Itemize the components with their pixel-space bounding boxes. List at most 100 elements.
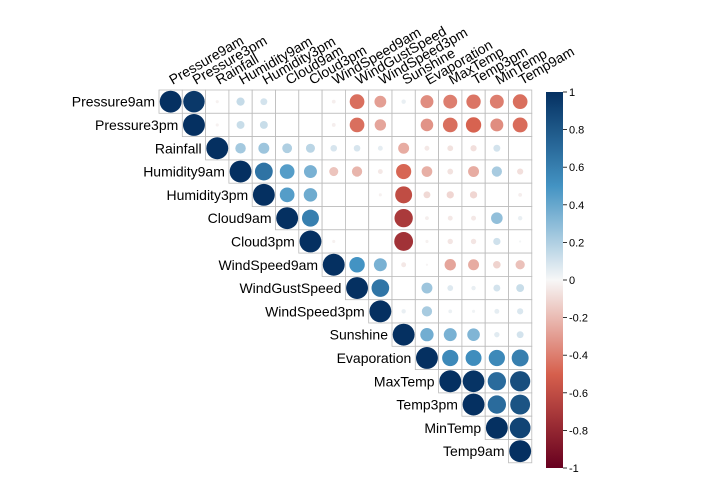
colorbar-tick-label: -1 xyxy=(569,463,579,475)
corr-circle-humidity3pm-humidity3pm xyxy=(252,183,275,206)
corr-circle-maxtemp-mintemp xyxy=(487,372,507,391)
colorbar-tick-label: 0.2 xyxy=(569,237,584,249)
corr-circle-humidity9am-maxtemp xyxy=(447,168,454,175)
corr-circle-temp3pm-mintemp xyxy=(487,395,507,414)
colorbar-tick-label: -0.6 xyxy=(569,388,588,400)
corr-circle-rainfall-mintemp xyxy=(493,144,501,152)
corr-circle-pressure3pm-windspeed3pm xyxy=(374,119,387,131)
row-label-maxtemp: MaxTemp xyxy=(374,373,435,389)
corr-circle-pressure3pm-temp3pm xyxy=(465,117,482,133)
corr-circle-windspeed9am-windspeed9am xyxy=(322,253,345,276)
corr-circle-maxtemp-temp9am xyxy=(510,371,531,392)
colorbar-tick-label: -0.2 xyxy=(569,313,588,325)
corr-circle-pressure9am-temp3pm xyxy=(466,94,481,109)
corr-circle-cloud9am-sunshine xyxy=(394,208,413,228)
corr-circle-humidity3pm-windspeed3pm xyxy=(378,193,382,197)
corr-circle-cloud3pm-evaporation xyxy=(425,239,429,243)
corr-circle-pressure9am-pressure3pm xyxy=(183,90,205,113)
corr-circle-humidity9am-windspeed3pm xyxy=(377,169,383,174)
corr-circle-pressure9am-mintemp xyxy=(489,94,504,109)
corr-circle-cloud3pm-maxtemp xyxy=(447,238,453,245)
corr-circle-rainfall-windspeed3pm xyxy=(377,145,383,151)
corr-circle-pressure9am-windgustspeed xyxy=(349,94,365,109)
corr-circle-humidity3pm-cloud3pm xyxy=(303,188,318,202)
row-label-windspeed9am: WindSpeed9am xyxy=(218,257,318,273)
grid-cell-pressure9am-cloud3pm xyxy=(298,89,323,114)
corr-circle-cloud9am-temp9am xyxy=(517,215,523,221)
corr-circle-maxtemp-temp3pm xyxy=(462,370,485,393)
grid-cell-cloud3pm-windspeed3pm xyxy=(368,229,393,254)
grid-cell-cloud3pm-windgustspeed xyxy=(344,229,370,254)
grid-cell-windgustspeed-sunshine xyxy=(391,275,416,301)
corr-circle-sunshine-maxtemp xyxy=(443,328,457,342)
corr-circle-rainfall-humidity3pm xyxy=(258,142,270,154)
grid-cell-cloud9am-windgustspeed xyxy=(344,206,370,231)
corr-circle-sunshine-temp3pm xyxy=(467,328,480,341)
corr-circle-humidity9am-cloud3pm xyxy=(303,165,317,179)
corr-circle-pressure3pm-rainfall xyxy=(215,123,219,127)
corr-circle-pressure9am-humidity9am xyxy=(236,97,245,106)
corr-circle-pressure9am-temp9am xyxy=(512,94,528,109)
colorbar-tick-label: 0.4 xyxy=(569,200,584,212)
corr-circle-sunshine-sunshine xyxy=(392,323,415,346)
corr-circle-cloud3pm-cloud3pm xyxy=(299,230,322,253)
corr-circle-evaporation-maxtemp xyxy=(442,349,459,367)
corr-circle-maxtemp-maxtemp xyxy=(439,370,462,393)
corr-circle-windspeed9am-temp9am xyxy=(515,260,525,270)
corr-circle-cloud9am-maxtemp xyxy=(447,215,453,221)
corr-circle-pressure3pm-humidity3pm xyxy=(259,121,268,129)
corr-circle-pressure3pm-evaporation xyxy=(420,118,434,132)
corr-circle-windspeed9am-windspeed3pm xyxy=(373,258,387,272)
corr-circle-pressure9am-sunshine xyxy=(401,99,406,104)
corr-circle-windgustspeed-maxtemp xyxy=(447,285,454,291)
corr-circle-humidity3pm-sunshine xyxy=(395,186,413,204)
corr-circle-cloud3pm-sunshine xyxy=(394,232,414,251)
corr-circle-cloud3pm-mintemp xyxy=(493,237,501,246)
row-label-cloud3pm: Cloud3pm xyxy=(231,233,295,249)
corr-circle-windspeed3pm-temp3pm xyxy=(472,309,476,313)
corr-circle-evaporation-temp9am xyxy=(511,349,529,367)
corr-circle-pressure9am-humidity3pm xyxy=(260,98,268,106)
grid-cell-humidity3pm-windgustspeed xyxy=(344,182,370,207)
corr-circle-cloud9am-temp3pm xyxy=(471,215,476,221)
corr-circle-humidity9am-sunshine xyxy=(396,163,412,180)
corr-circle-rainfall-temp3pm xyxy=(470,145,477,152)
corr-circle-evaporation-mintemp xyxy=(488,349,505,367)
corr-circle-windgustspeed-evaporation xyxy=(421,282,433,294)
corr-circle-humidity9am-mintemp xyxy=(491,166,502,177)
corr-circle-humidity3pm-maxtemp xyxy=(446,191,454,199)
corr-circle-rainfall-humidity9am xyxy=(235,143,246,154)
corr-circle-windspeed3pm-maxtemp xyxy=(448,309,453,314)
corr-circle-pressure3pm-mintemp xyxy=(490,118,504,132)
corr-circle-rainfall-evaporation xyxy=(424,145,430,151)
corr-circle-windspeed3pm-windspeed3pm xyxy=(369,300,392,323)
corr-circle-humidity9am-humidity9am xyxy=(229,160,252,183)
corr-circle-windspeed3pm-temp9am xyxy=(517,308,524,315)
corr-circle-sunshine-mintemp xyxy=(494,331,500,338)
corr-circle-humidity9am-windgustspeed xyxy=(351,166,363,177)
corr-circle-cloud9am-cloud9am xyxy=(276,207,299,230)
row-label-rainfall: Rainfall xyxy=(155,140,202,156)
row-label-sunshine: Sunshine xyxy=(330,327,389,343)
row-label-pressure3pm: Pressure3pm xyxy=(95,117,178,133)
row-label-pressure9am: Pressure9am xyxy=(72,94,155,110)
corr-circle-windspeed3pm-mintemp xyxy=(494,308,500,314)
colorbar-tick-label: 0.8 xyxy=(569,125,584,137)
corr-circle-evaporation-temp3pm xyxy=(465,349,482,366)
corr-circle-rainfall-cloud3pm xyxy=(305,143,315,153)
row-label-evaporation: Evaporation xyxy=(337,350,412,366)
corr-circle-windspeed9am-mintemp xyxy=(493,260,501,269)
row-label-humidity3pm: Humidity3pm xyxy=(166,187,248,203)
grid-cell-humidity3pm-mintemp xyxy=(484,182,509,207)
row-label-windgustspeed: WindGustSpeed xyxy=(239,280,341,296)
corr-circle-humidity3pm-temp3pm xyxy=(469,191,478,199)
corr-circle-cloud9am-mintemp xyxy=(491,212,503,224)
corr-circle-windspeed9am-maxtemp xyxy=(444,259,456,271)
corr-circle-windspeed3pm-sunshine xyxy=(401,309,406,314)
grid-cell-pressure3pm-sunshine xyxy=(391,112,416,138)
corr-circle-windgustspeed-mintemp xyxy=(493,284,501,292)
row-label-humidity9am: Humidity9am xyxy=(143,164,225,180)
corr-circle-windgustspeed-windgustspeed xyxy=(346,277,368,299)
corr-circle-rainfall-sunshine xyxy=(398,142,410,154)
corr-circle-windspeed3pm-evaporation xyxy=(421,306,433,317)
